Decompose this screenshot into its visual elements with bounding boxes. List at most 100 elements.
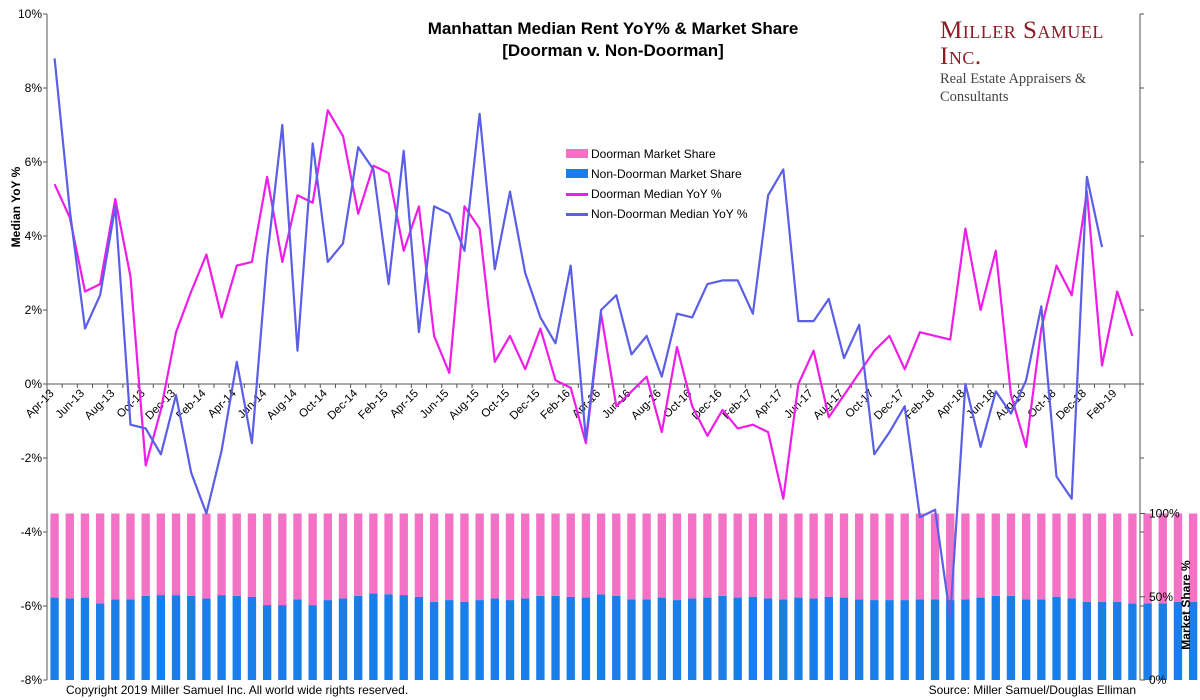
x-tick-label: Apr-14: [206, 387, 239, 420]
x-tick-label: Aug-15: [447, 388, 482, 423]
x-tick-label: Oct-14: [297, 387, 330, 420]
doorman-share-bar: [308, 513, 317, 606]
non-doorman-share-bar: [399, 595, 408, 680]
doorman-share-bar: [961, 513, 970, 600]
doorman-share-bar: [262, 513, 272, 606]
doorman-share-bar: [900, 513, 909, 601]
doorman-share-bar: [763, 513, 773, 599]
non-doorman-share-bar: [809, 598, 818, 680]
doorman-share-bar: [429, 513, 439, 602]
non-doorman-share-bar: [946, 600, 955, 680]
doorman-share-bar: [460, 513, 469, 602]
x-tick-label: Feb-15: [356, 388, 390, 422]
non-doorman-share-bar: [338, 598, 348, 680]
doorman-share-bar: [1113, 513, 1122, 602]
legend-swatch-doorman-share: [566, 149, 588, 158]
doorman-share-bar: [1067, 513, 1076, 599]
doorman-share-bar: [369, 513, 378, 594]
non-doorman-share-bar: [232, 595, 241, 680]
doorman-share-bar: [748, 513, 758, 597]
doorman-share-bar: [687, 513, 697, 599]
non-doorman-share-bar: [915, 599, 925, 680]
x-tick-label: Jun-17: [782, 388, 815, 421]
x-tick-label: Apr-15: [388, 388, 421, 421]
x-tick-label: Dec-15: [508, 388, 543, 423]
x-tick-label: Feb-19: [1085, 388, 1119, 422]
doorman-share-bar: [718, 513, 727, 596]
x-tick-label: Feb-17: [721, 388, 755, 422]
x-tick-label: Aug-14: [265, 387, 300, 422]
doorman-share-bar: [596, 513, 606, 595]
doorman-share-bar: [1082, 513, 1092, 602]
non-doorman-share-bar: [1173, 601, 1183, 680]
doorman-share-bar: [536, 513, 545, 596]
non-doorman-share-bar: [202, 598, 211, 680]
non-doorman-share-bar: [794, 597, 803, 680]
non-doorman-share-bar: [763, 598, 773, 680]
x-tick-label: Feb-18: [903, 388, 937, 422]
non-doorman-share-bar: [581, 597, 591, 680]
non-doorman-share-bar: [900, 600, 909, 680]
logo-tagline: Real Estate Appraisers & Consultants: [940, 71, 1087, 105]
x-tick-label: Oct-15: [479, 388, 512, 421]
non-doorman-share-bar: [627, 599, 636, 680]
doorman-share-bar: [475, 513, 484, 601]
non-doorman-share-bar: [278, 605, 287, 680]
doorman-share-bar: [779, 513, 788, 600]
non-doorman-share-bar: [854, 599, 864, 680]
non-doorman-share-bar: [323, 600, 333, 680]
doorman-share-bar: [885, 513, 894, 601]
non-doorman-share-bar: [566, 596, 575, 680]
doorman-share-bar: [1173, 513, 1183, 602]
x-tick-label: Dec-17: [872, 388, 907, 423]
legend-label: Non-Doorman Median YoY %: [591, 207, 748, 221]
market-share-bars: [50, 513, 1198, 680]
doorman-share-bar: [95, 513, 105, 604]
non-doorman-share-bar: [536, 595, 545, 680]
chart-title-line1: Manhattan Median Rent YoY% & Market Shar…: [427, 19, 799, 38]
non-doorman-share-bar: [156, 595, 166, 680]
doorman-share-bar: [414, 513, 424, 597]
non-doorman-share-bar: [505, 600, 515, 680]
non-doorman-share-bar: [596, 594, 606, 680]
y-tick-label: 10%: [18, 7, 42, 21]
non-doorman-share-bar: [50, 597, 59, 680]
non-doorman-share-bar: [217, 595, 226, 680]
doorman-share-bar: [521, 513, 530, 599]
non-doorman-share-bar: [1113, 601, 1122, 680]
doorman-share-bar: [354, 513, 363, 596]
doorman-share-bar: [490, 513, 500, 599]
doorman-share-bar: [171, 513, 181, 596]
doorman-share-bar: [854, 513, 864, 600]
non-doorman-share-bar: [1097, 601, 1107, 680]
x-tick-label: Jun-13: [54, 388, 87, 421]
x-tick-label: Feb-16: [539, 388, 573, 422]
legend-label: Non-Doorman Market Share: [591, 167, 742, 181]
legend-swatch-non-doorman-yoy: [566, 213, 588, 216]
doorman-share-bar: [384, 513, 393, 595]
legend-label: Doorman Median YoY %: [591, 187, 722, 201]
non-doorman-share-bar: [460, 601, 469, 680]
non-doorman-share-bar: [111, 599, 120, 680]
doorman-share-bar: [794, 513, 803, 598]
non-doorman-share-bar: [642, 599, 651, 680]
doorman-share-bar: [733, 513, 742, 598]
non-doorman-share-bar: [976, 597, 985, 680]
non-doorman-share-bar: [1067, 598, 1076, 680]
chart-title-line2: [Doorman v. Non-Doorman]: [502, 41, 724, 60]
y-tick-label: -6%: [21, 599, 43, 613]
non-doorman-share-bar: [414, 596, 424, 680]
doorman-share-bar: [946, 513, 955, 601]
doorman-share-bar: [657, 513, 666, 598]
non-doorman-share-bar: [1052, 596, 1061, 680]
non-doorman-yoy-line: [53, 58, 1104, 619]
doorman-share-bar: [156, 513, 166, 596]
source-text: Source: Miller Samuel/Douglas Elliman: [928, 683, 1136, 697]
non-doorman-share-bar: [126, 599, 135, 680]
doorman-share-bar: [991, 513, 1000, 596]
doorman-share-bar: [566, 513, 575, 597]
doorman-share-bar: [1021, 513, 1031, 600]
doorman-share-bar: [930, 513, 940, 600]
non-doorman-share-bar: [1082, 601, 1092, 680]
